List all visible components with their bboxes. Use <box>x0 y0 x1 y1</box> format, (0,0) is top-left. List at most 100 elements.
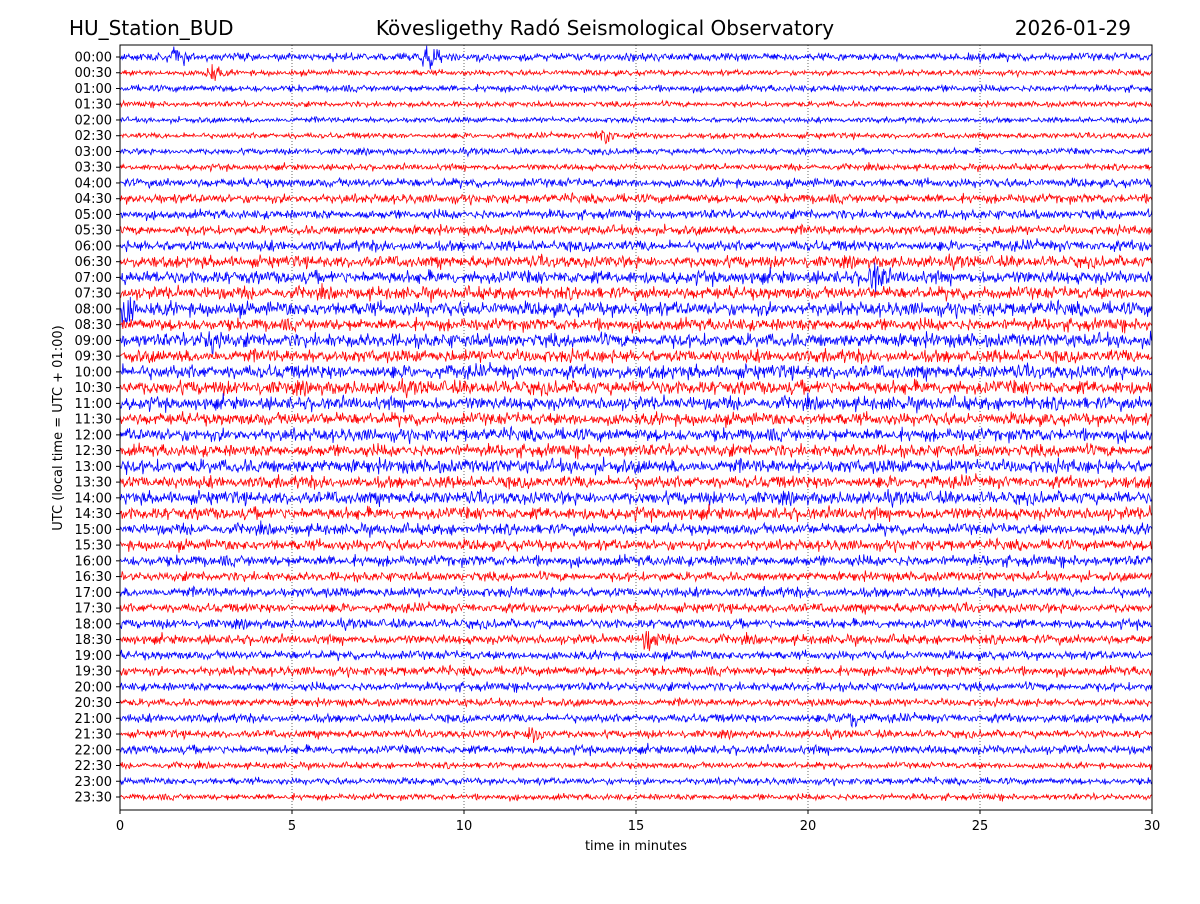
y-tick-label: 04:00 <box>75 176 112 191</box>
trace-2130 <box>119 727 1153 743</box>
x-tick-label: 10 <box>456 819 473 834</box>
observatory-title: Kövesligethy Radó Seismological Observat… <box>376 16 834 40</box>
y-axis: 00:0000:3001:0001:3002:0002:3003:0003:30… <box>75 51 120 806</box>
y-tick-label: 03:30 <box>75 161 112 176</box>
x-tick-label: 30 <box>1144 819 1161 834</box>
y-tick-label: 13:30 <box>75 476 112 491</box>
y-tick-label: 23:00 <box>75 775 112 790</box>
trace-0430 <box>119 191 1153 206</box>
trace-1300 <box>119 456 1153 476</box>
y-tick-label: 05:30 <box>75 224 112 239</box>
trace-2230 <box>119 760 1153 771</box>
trace-1500 <box>119 520 1153 538</box>
trace-1800 <box>119 617 1153 631</box>
trace-1100 <box>119 392 1153 414</box>
y-tick-label: 18:30 <box>75 633 112 648</box>
trace-1430 <box>119 503 1153 523</box>
y-tick-label: 15:30 <box>75 539 112 554</box>
y-tick-label: 08:00 <box>75 302 112 317</box>
y-tick-label: 15:00 <box>75 523 112 538</box>
y-tick-label: 01:30 <box>75 98 112 113</box>
trace-0530 <box>119 223 1153 237</box>
y-tick-label: 17:00 <box>75 586 112 601</box>
x-axis: 0 5 10 15 20 25 30 <box>116 810 1160 834</box>
y-tick-label: 16:30 <box>75 570 112 585</box>
date-title: 2026-01-29 <box>1015 16 1131 40</box>
trace-1700 <box>119 585 1153 599</box>
y-tick-label: 06:00 <box>75 239 112 254</box>
trace-1200 <box>119 425 1153 445</box>
trace-0130 <box>119 99 1153 110</box>
trace-0300 <box>119 146 1153 158</box>
trace-0100 <box>119 83 1153 94</box>
y-tick-label: 06:30 <box>75 255 112 270</box>
y-tick-label: 05:00 <box>75 208 112 223</box>
trace-1830 <box>119 630 1153 652</box>
trace-0630 <box>119 253 1153 271</box>
y-tick-label: 17:30 <box>75 602 112 617</box>
y-tick-label: 04:30 <box>75 192 112 207</box>
x-tick-label: 20 <box>800 819 817 834</box>
y-tick-label: 00:30 <box>75 66 112 81</box>
y-tick-label: 20:00 <box>75 680 112 695</box>
y-tick-label: 10:00 <box>75 365 112 380</box>
x-tick-label: 0 <box>116 819 124 834</box>
trace-0600 <box>119 238 1153 253</box>
trace-1330 <box>119 473 1153 490</box>
y-tick-label: 09:30 <box>75 350 112 365</box>
y-tick-label: 20:30 <box>75 696 112 711</box>
y-tick-label: 01:00 <box>75 82 112 97</box>
grid-lines <box>291 45 981 810</box>
trace-1230 <box>119 442 1153 460</box>
x-tick-label: 15 <box>628 819 645 834</box>
y-tick-label: 13:00 <box>75 460 112 475</box>
trace-1130 <box>119 411 1153 428</box>
trace-0930 <box>119 347 1153 365</box>
y-tick-label: 21:00 <box>75 712 112 727</box>
y-tick-label: 21:30 <box>75 728 112 743</box>
x-tick-label: 5 <box>288 819 296 834</box>
y-tick-label: 22:30 <box>75 759 112 774</box>
y-tick-label: 19:30 <box>75 665 112 680</box>
traces <box>119 45 1153 802</box>
trace-0500 <box>119 208 1153 222</box>
y-tick-label: 14:00 <box>75 491 112 506</box>
trace-0000 <box>120 45 1153 70</box>
y-tick-label: 07:00 <box>75 271 112 286</box>
trace-0900 <box>119 330 1153 355</box>
y-tick-label: 22:00 <box>75 743 112 758</box>
y-tick-label: 03:00 <box>75 145 112 160</box>
trace-0030 <box>119 64 1153 82</box>
trace-2330 <box>119 791 1153 802</box>
y-tick-label: 19:00 <box>75 649 112 664</box>
trace-1000 <box>119 361 1153 382</box>
trace-1900 <box>119 649 1152 662</box>
x-tick-label: 25 <box>972 819 989 834</box>
trace-1930 <box>119 664 1152 678</box>
trace-1530 <box>119 537 1153 553</box>
y-tick-label: 11:30 <box>75 413 112 428</box>
y-tick-label: 12:00 <box>75 428 112 443</box>
trace-1730 <box>119 601 1153 615</box>
trace-0330 <box>120 161 1153 173</box>
trace-1600 <box>119 553 1153 569</box>
trace-0700 <box>119 262 1153 295</box>
y-tick-label: 02:00 <box>75 113 112 128</box>
trace-0800 <box>119 296 1153 327</box>
trace-2300 <box>119 776 1153 787</box>
y-tick-label: 09:00 <box>75 334 112 349</box>
trace-0200 <box>119 115 1153 126</box>
trace-1630 <box>119 570 1153 584</box>
trace-0730 <box>119 283 1153 303</box>
y-tick-label: 02:30 <box>75 129 112 144</box>
y-tick-label: 08:30 <box>75 318 112 333</box>
y-axis-label: UTC (local time = UTC + 01:00) <box>51 325 66 530</box>
y-tick-label: 07:30 <box>75 287 112 302</box>
station-title: HU_Station_BUD <box>69 16 234 40</box>
y-tick-label: 00:00 <box>75 51 112 66</box>
y-tick-label: 23:30 <box>75 791 112 806</box>
trace-0400 <box>119 176 1153 190</box>
trace-1030 <box>119 378 1153 399</box>
trace-2030 <box>119 696 1153 709</box>
